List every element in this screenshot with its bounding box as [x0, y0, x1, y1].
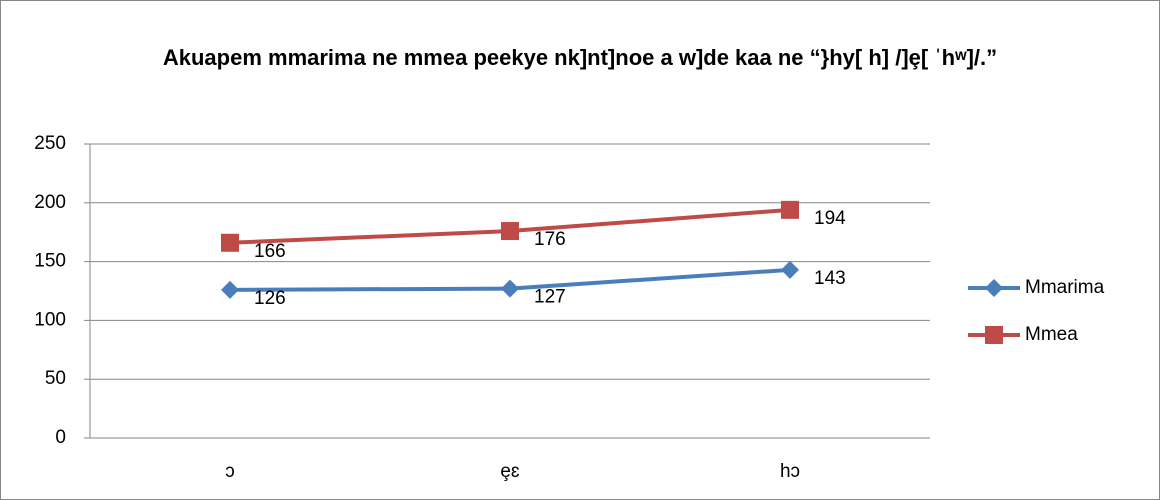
y-tick-label: 50 [45, 368, 66, 389]
legend-marker [985, 326, 1003, 344]
data-label: 127 [534, 287, 566, 308]
data-label: 143 [814, 268, 846, 289]
data-label: 176 [534, 229, 566, 250]
y-tick-label: 100 [34, 309, 66, 330]
legend-label: Mmea [1025, 324, 1078, 345]
x-tick-label: ȩɛ [500, 461, 520, 482]
x-tick-label: hɔ [780, 461, 800, 482]
data-point [221, 280, 239, 299]
data-label: 126 [254, 288, 286, 309]
data-point [221, 233, 239, 252]
legend-label: Mmarima [1025, 277, 1105, 298]
y-tick-label: 150 [34, 251, 66, 272]
x-tick-label: ɔ [225, 461, 235, 482]
y-tick-label: 200 [34, 192, 66, 213]
legend-marker [985, 279, 1003, 297]
data-point [501, 222, 519, 241]
y-tick-label: 0 [55, 427, 66, 448]
data-label: 166 [254, 241, 286, 262]
data-point [781, 260, 799, 279]
data-point [781, 200, 799, 219]
y-tick-label: 250 [34, 133, 66, 154]
data-point [501, 279, 519, 298]
data-label: 194 [814, 208, 846, 229]
chart-title: Akuapem mmarima ne mmea peekye nk]nt]noe… [162, 45, 998, 70]
